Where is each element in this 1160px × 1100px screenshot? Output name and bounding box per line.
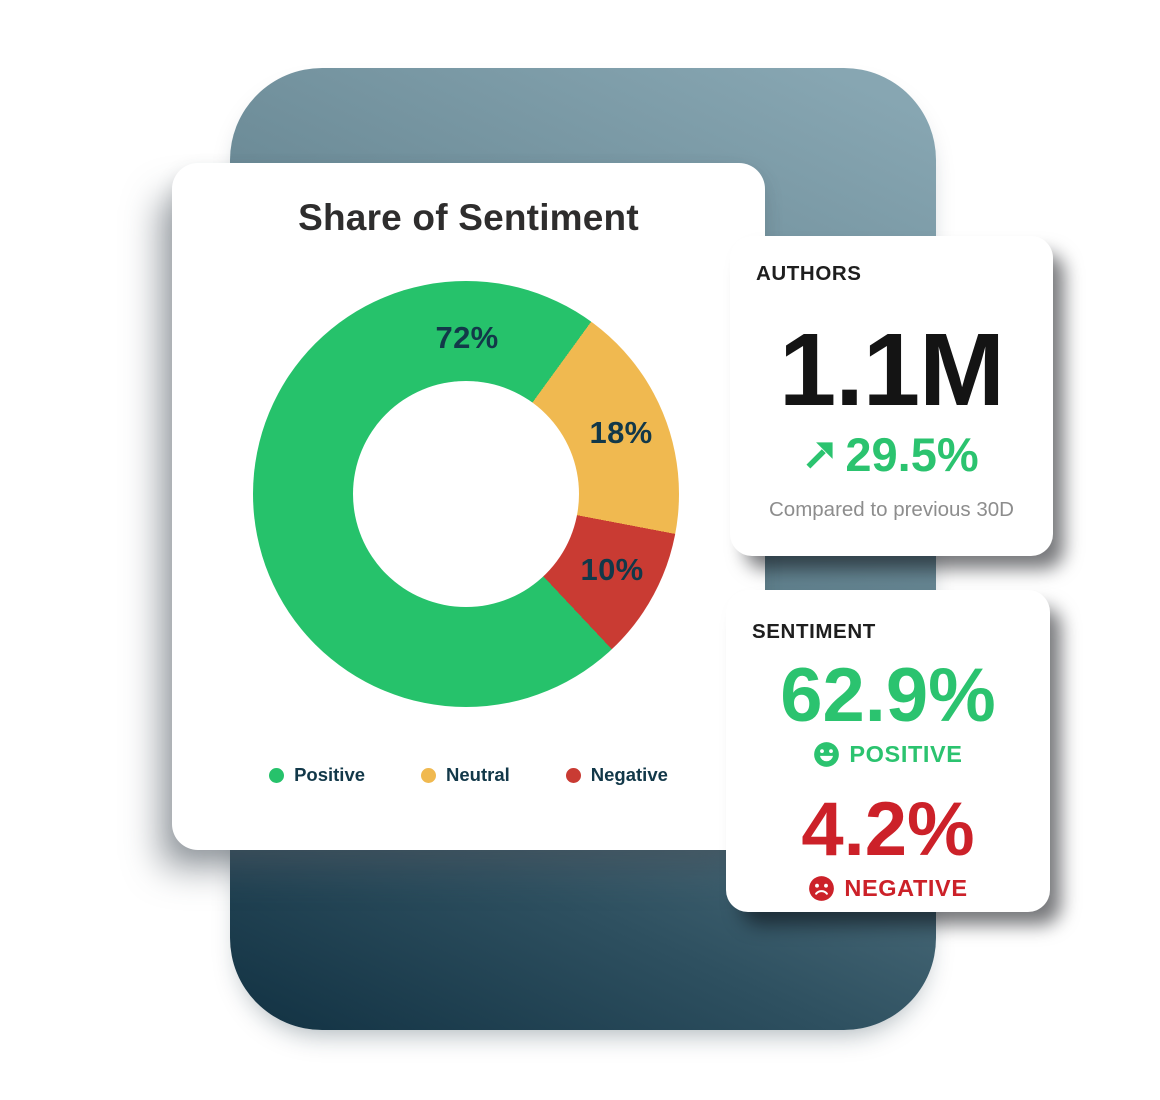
positive-sentiment-value: 62.9% — [780, 653, 996, 738]
sentiment-card-label: SENTIMENT — [752, 620, 876, 643]
authors-change-value: 29.5% — [845, 428, 979, 481]
legend-label: Neutral — [446, 764, 510, 785]
smiley-face-icon — [814, 742, 840, 767]
legend-item-neutral: Neutral — [421, 764, 510, 786]
sentiment-card: SENTIMENT 62.9% POSITIVE 4.2% NEGATIVE — [726, 590, 1050, 912]
positive-dot-icon — [269, 767, 285, 783]
legend-label: Negative — [590, 764, 668, 785]
frown-face-icon — [809, 876, 835, 901]
negative-sentiment-label: NEGATIVE — [844, 875, 968, 901]
authors-card-label: AUTHORS — [756, 262, 862, 285]
negative-sentiment-value: 4.2% — [801, 787, 975, 872]
share-of-sentiment-card: Share of Sentiment 72% 18% 10% Positive … — [172, 163, 765, 850]
donut-chart-wrap: 72% 18% 10% — [253, 281, 679, 707]
neutral-dot-icon — [421, 767, 437, 783]
slice-label-neutral: 18% — [589, 415, 653, 450]
negative-sentiment-row: NEGATIVE — [752, 875, 1024, 902]
authors-change-row: 29.5% — [756, 431, 1027, 478]
negative-dot-icon — [565, 767, 581, 783]
authors-value: 1.1M — [779, 312, 1005, 427]
authors-card: AUTHORS 1.1M 29.5% Compared to previous … — [730, 236, 1053, 556]
compare-period-text: Compared to previous 30D — [769, 498, 1014, 521]
legend-item-negative: Negative — [565, 764, 668, 786]
positive-sentiment-label: POSITIVE — [849, 741, 963, 767]
slice-label-positive: 72% — [435, 320, 499, 355]
chart-legend: Positive Neutral Negative — [172, 764, 765, 786]
trend-up-arrow-icon — [806, 442, 833, 469]
legend-label: Positive — [294, 764, 366, 785]
donut-hole — [353, 381, 579, 607]
chart-title: Share of Sentiment — [298, 197, 639, 238]
slice-label-negative: 10% — [580, 552, 644, 587]
legend-item-positive: Positive — [269, 764, 365, 786]
positive-sentiment-row: POSITIVE — [752, 741, 1024, 768]
